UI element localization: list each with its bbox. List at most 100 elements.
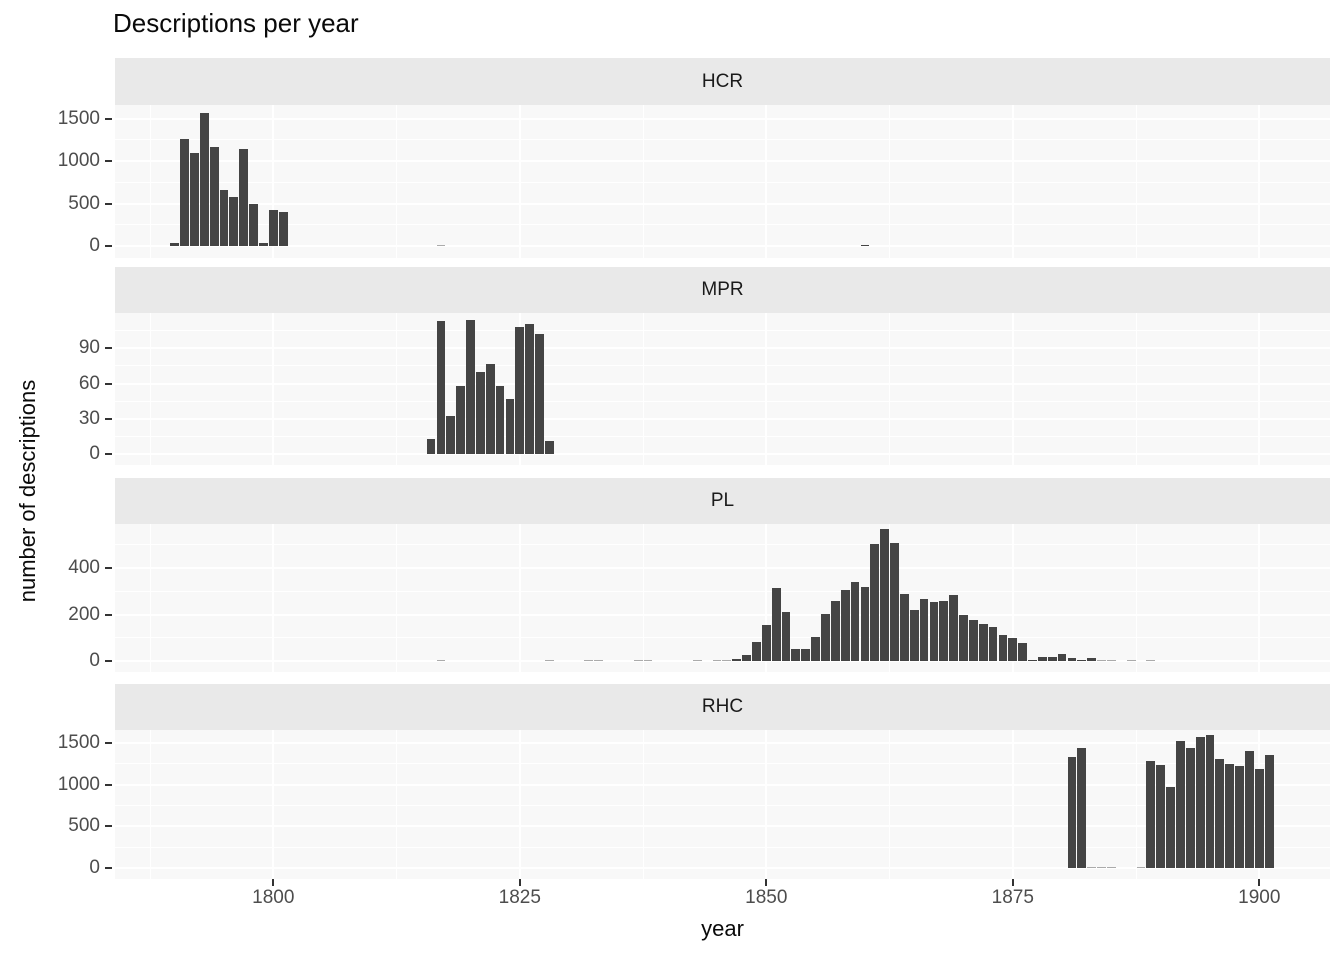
gridline-major [115, 347, 1330, 350]
y-tick-mark [105, 453, 112, 455]
gridline-major [272, 524, 275, 672]
bar [170, 243, 180, 246]
x-tick-mark [272, 879, 275, 886]
bar [1225, 763, 1235, 868]
bar [1077, 659, 1087, 661]
x-tick-mark [518, 879, 521, 886]
bar [1047, 657, 1057, 661]
y-tick-mark [105, 867, 112, 869]
gridline-minor [115, 365, 1330, 367]
gridline-major [115, 245, 1330, 247]
x-tick-mark [1258, 879, 1261, 886]
gridline-major [1011, 524, 1014, 672]
bar [1254, 768, 1264, 868]
bar [525, 323, 535, 454]
y-tick-label: 90 [78, 337, 100, 359]
gridline-minor [642, 524, 644, 672]
y-tick-label: 500 [68, 815, 100, 837]
bar [742, 654, 751, 661]
bar [199, 113, 209, 246]
gridline-major [115, 867, 1330, 869]
bar [968, 620, 978, 661]
facet-panel-mpr [115, 313, 1330, 465]
bar [781, 612, 791, 661]
bar [436, 659, 446, 661]
bar [633, 659, 643, 661]
bar [880, 529, 890, 661]
gridline-minor [1135, 730, 1137, 879]
bar [1146, 761, 1156, 868]
bar [860, 244, 870, 246]
x-tick-mark [1011, 879, 1014, 886]
y-tick-label: 60 [78, 372, 100, 394]
bar [890, 542, 899, 661]
y-tick-mark [105, 160, 112, 163]
bar [1028, 659, 1037, 661]
bar [268, 209, 278, 246]
bar [732, 659, 742, 661]
gridline-major [765, 313, 768, 465]
gridline-major [115, 453, 1330, 455]
gridline-minor [396, 524, 398, 672]
y-tick-label: 0 [89, 857, 100, 878]
bar [939, 600, 949, 661]
bar [840, 589, 850, 661]
bar [495, 385, 505, 454]
y-tick-mark [105, 202, 112, 205]
gridline-major [272, 105, 275, 258]
bar [1264, 755, 1274, 868]
bar [1067, 658, 1077, 661]
gridline-major [115, 741, 1330, 744]
gridline-minor [1135, 313, 1137, 465]
bar [475, 371, 485, 454]
bar [1037, 656, 1047, 661]
x-tick-mark [765, 879, 768, 886]
facet-strip-pl: PL [115, 478, 1330, 524]
y-tick-mark [105, 660, 112, 662]
gridline-major [1258, 313, 1261, 465]
bar [959, 615, 968, 661]
bar [752, 641, 761, 661]
bar [249, 203, 258, 246]
bar [278, 212, 288, 246]
bar [1126, 659, 1136, 661]
gridline-minor [642, 730, 644, 879]
gridline-major [518, 105, 521, 258]
bar [821, 614, 830, 661]
facet-strip-label: HCR [701, 70, 744, 92]
gridline-minor [149, 105, 151, 258]
bar [791, 649, 801, 661]
gridline-major [115, 382, 1330, 385]
bar [919, 599, 929, 661]
bar [229, 196, 239, 246]
bar [515, 327, 525, 454]
y-tick-mark [105, 783, 112, 786]
bar [1136, 866, 1146, 868]
gridline-minor [115, 224, 1330, 226]
y-tick-mark [105, 741, 112, 744]
bar [535, 334, 544, 454]
bar [1146, 659, 1156, 661]
facet-panel-rhc [115, 730, 1330, 879]
bar [190, 153, 199, 246]
facet-strip-rhc: RHC [115, 684, 1330, 730]
y-tick-label: 1500 [57, 731, 100, 753]
gridline-minor [642, 313, 644, 465]
gridline-minor [889, 524, 891, 672]
bar [988, 626, 998, 661]
bar [456, 385, 466, 454]
bar [909, 609, 919, 661]
gridline-minor [115, 139, 1330, 141]
y-tick-mark [105, 382, 112, 385]
gridline-major [115, 825, 1330, 828]
gridline-minor [115, 804, 1330, 806]
gridline-minor [396, 313, 398, 465]
bar [850, 582, 860, 661]
gridline-major [1011, 313, 1014, 465]
gridline-major [518, 730, 521, 879]
gridline-major [765, 524, 768, 672]
gridline-major [115, 202, 1330, 205]
bar [1087, 658, 1097, 661]
gridline-major [115, 117, 1330, 120]
bar [1205, 735, 1215, 868]
